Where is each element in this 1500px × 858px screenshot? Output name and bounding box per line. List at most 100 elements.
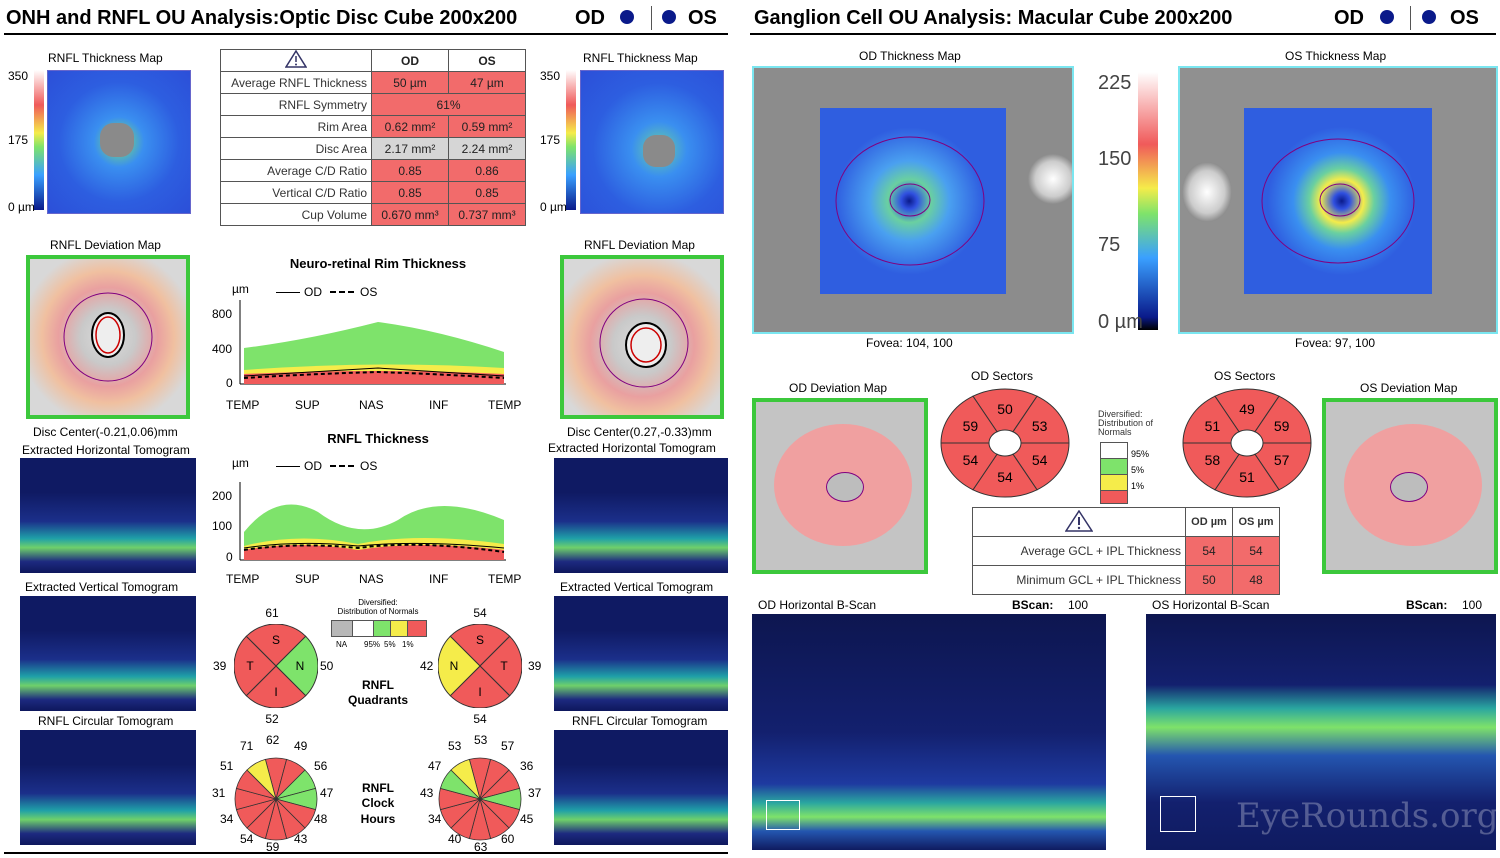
svg-text:T: T [246, 659, 254, 673]
os-horizontal-bscan: EyeRounds.org [1146, 614, 1499, 850]
od-rnfl-deviation-map [26, 255, 190, 419]
od-value: 54 [1185, 536, 1233, 566]
od-quad-s: 61 [265, 606, 279, 620]
legend-swatch-95 [352, 620, 374, 637]
od-bscan-title: OD Horizontal B-Scan [758, 598, 877, 612]
gcl-legend-swatch-green [1100, 458, 1128, 475]
od-colorbar [34, 70, 44, 210]
rim-legend-od-line [276, 292, 300, 293]
quad-legend-sub: Distribution of Normals [337, 607, 419, 616]
od-horizontal-bscan [752, 614, 1106, 850]
gcl-sector-value: 59 [963, 418, 979, 434]
os-optic-nerve-head [1182, 162, 1232, 222]
od-gcl-dev-title: OD Deviation Map [789, 381, 888, 395]
gcl-sector-value: 51 [1239, 469, 1255, 485]
os-dot-icon [662, 10, 676, 24]
os-sectors-chart: 49 59 57 51 58 51 [1182, 388, 1312, 498]
gcl-scale-150: 150 [1098, 148, 1132, 170]
gcl-sector [972, 453, 1038, 498]
rnfl-legend-os-line [330, 465, 354, 467]
od-scale-350: 350 [8, 69, 29, 83]
gcl-head-os: OS µm [1232, 507, 1280, 537]
os-clock-11: 53 [448, 739, 462, 753]
svg-text:I: I [274, 685, 277, 699]
gcl-sector-value: 54 [1032, 452, 1048, 468]
os-sectors-title: OS Sectors [1214, 369, 1276, 383]
od-clock-11: 71 [240, 739, 254, 753]
os-gcl-deviation-map [1322, 398, 1498, 574]
watermark: EyeRounds.org [1236, 796, 1499, 836]
rim-od-line [243, 367, 505, 377]
row-label: Vertical C/D Ratio [220, 181, 372, 204]
od-clock-2: 56 [314, 759, 328, 773]
svg-text:N: N [296, 659, 305, 673]
gcl-legend-swatch-yellow [1100, 474, 1128, 491]
right-header-divider [1410, 6, 1411, 30]
od-disc-center: Disc Center(-0.21,0.06)mm [33, 425, 178, 439]
gcl-sector [1012, 442, 1070, 491]
rim-legend-od: OD [304, 285, 322, 299]
left-od-label: OD [575, 7, 605, 29]
od-rnfl-map-title: RNFL Thickness Map [48, 51, 163, 65]
gcl-legend-5: 5% [1131, 465, 1145, 475]
gcl-sector [1182, 395, 1240, 444]
rim-chart-title: Neuro-retinal Rim Thickness [289, 256, 467, 271]
od-scale-0: 0 µm [8, 200, 35, 214]
os-gcl-cube [1244, 108, 1432, 294]
os-value: 0.85 [448, 181, 526, 204]
os-quad-n: 42 [420, 659, 434, 673]
right-title-rule [750, 33, 1496, 35]
od-gcl-dev-fovea [826, 472, 864, 502]
od-quad-t: 39 [213, 659, 227, 673]
os-rnfl-deviation-map [560, 255, 724, 419]
right-os-label: OS [1450, 7, 1479, 29]
os-horizontal-tomo-title: Extracted Horizontal Tomogram [548, 441, 716, 455]
os-horizontal-tomogram [554, 458, 728, 573]
gcl-sector-value: 58 [1205, 452, 1221, 468]
rnfl-os-line [243, 543, 505, 553]
od-quadrant-pie: S T N I [234, 624, 318, 708]
gcl-scale-75: 75 [1098, 234, 1121, 256]
os-value: 47 µm [448, 71, 526, 94]
od-value: 50 [1185, 565, 1233, 595]
gcl-sector [1214, 453, 1280, 498]
row-label: RNFL Symmetry [220, 93, 372, 116]
od-clock-4: 48 [314, 812, 328, 826]
quadrants-label-1: RNFL [362, 678, 394, 692]
od-dot-icon [620, 10, 634, 24]
row-label: Average RNFL Thickness [220, 71, 372, 94]
rim-legend-os: OS [360, 285, 378, 299]
gcl-sector-value: 49 [1239, 401, 1255, 417]
gcl-sector-value: 51 [1205, 418, 1221, 434]
rnfl-tick-200: 200 [212, 489, 233, 503]
os-rnfl-thickness-map [580, 70, 724, 214]
gcl-sector [1214, 388, 1280, 433]
gcl-sector-value: 53 [1032, 418, 1048, 434]
od-quad-n: 50 [320, 659, 334, 673]
svg-text:I: I [478, 685, 481, 699]
os-bscan-label: BScan: [1406, 598, 1448, 612]
table-head-od: OD [371, 49, 449, 72]
od-clock-12: 62 [266, 733, 280, 747]
od-circular-tomo-title: RNFL Circular Tomogram [38, 714, 174, 728]
rim-legend-os-line [330, 291, 354, 293]
gcl-scale-225: 225 [1098, 72, 1132, 94]
rnfl-legend-od: OD [304, 459, 322, 473]
table-head-os: OS [448, 49, 526, 72]
rnfl-od-line [243, 542, 505, 549]
rnfl-thickness-plot [239, 482, 506, 561]
clock-label-3: Hours [360, 812, 396, 826]
gcl-sector [1012, 395, 1070, 444]
rim-red-band [244, 371, 504, 384]
os-value: 0.737 mm³ [448, 203, 526, 226]
os-clock-pie [438, 757, 522, 841]
od-clock-9: 31 [212, 786, 226, 800]
os-disc-center: Disc Center(0.27,-0.33)mm [567, 425, 712, 439]
od-clock-pie [234, 757, 318, 841]
od-clock-7: 54 [240, 832, 254, 846]
svg-text:N: N [450, 659, 459, 673]
os-gcl-dev-title: OS Deviation Map [1360, 381, 1458, 395]
left-os-label: OS [688, 7, 717, 29]
legend-swatch-1 [390, 620, 408, 637]
table-row: Minimum GCL + IPL Thickness 50 48 [972, 565, 1280, 595]
